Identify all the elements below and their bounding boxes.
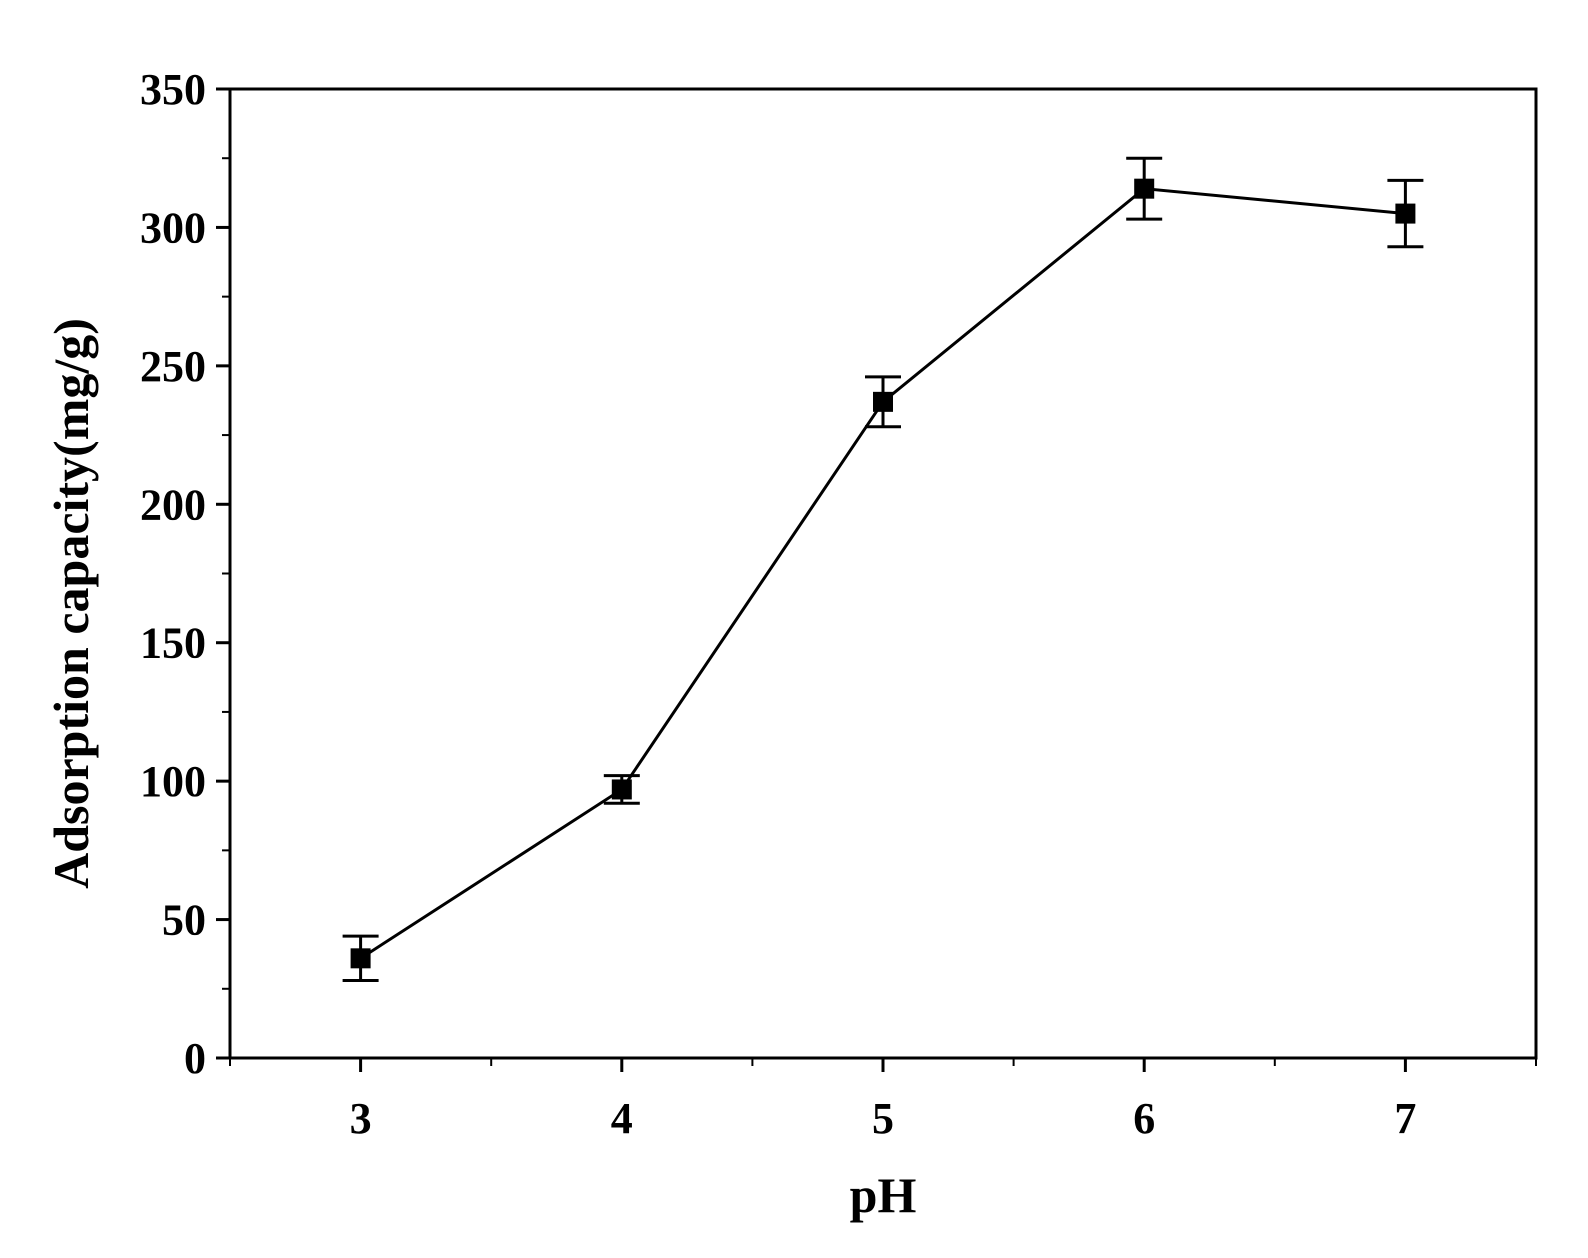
y-axis-title: Adsorption capacity(mg/g)	[43, 318, 99, 889]
axes	[228, 87, 1538, 1060]
x-tick-label: 5	[872, 1094, 894, 1143]
x-tick-label: 4	[611, 1094, 633, 1143]
y-tick-label: 100	[140, 757, 206, 806]
y-tick-label: 50	[162, 896, 206, 945]
y-tick-label: 250	[140, 342, 206, 391]
x-tick-labels: 3 4 5 6 7	[350, 1094, 1417, 1143]
data-point	[350, 948, 371, 969]
y-tick-label: 200	[140, 480, 206, 529]
series-line	[359, 187, 1406, 960]
x-tick-label: 7	[1394, 1094, 1416, 1143]
data-point	[1134, 178, 1155, 199]
data-point	[611, 779, 632, 800]
y-tick-label: 150	[140, 619, 206, 668]
x-axis-title: pH	[850, 1167, 917, 1223]
y-tick-label: 0	[184, 1034, 206, 1083]
y-tick-labels: 0 50 100 150 200 250 300 350	[140, 65, 206, 1083]
x-tick-label: 3	[350, 1094, 372, 1143]
y-tick-label: 350	[140, 65, 206, 114]
plot-frame	[228, 87, 1538, 1060]
ticks	[216, 87, 1537, 1072]
series-layer	[342, 156, 1424, 982]
x-tick-label: 6	[1133, 1094, 1155, 1143]
y-tick-label: 300	[140, 203, 206, 252]
data-point	[873, 391, 893, 412]
data-point	[1395, 203, 1416, 224]
